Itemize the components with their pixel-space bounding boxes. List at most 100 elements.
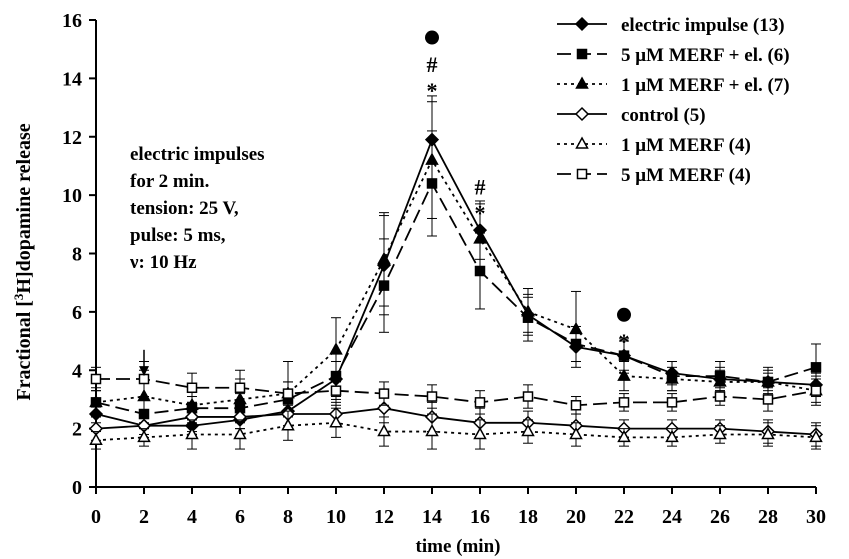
stimulus-arrow: [139, 349, 149, 377]
x-tick-label: 2: [139, 506, 149, 528]
y-tick-label: 10: [62, 185, 82, 207]
x-tick-label: 30: [806, 506, 826, 528]
data-point: [137, 429, 151, 443]
data-point: [576, 168, 588, 180]
series-line: [95, 407, 817, 436]
legend-label: 5 μM MERF (4): [621, 165, 751, 186]
x-tick-label: 14: [422, 506, 442, 528]
data-point: [426, 391, 438, 402]
y-tick-label: 0: [72, 477, 82, 499]
data-point: [618, 350, 630, 361]
significance-dot: [425, 30, 439, 45]
x-tick-label: 10: [326, 506, 346, 528]
x-tick-label: 6: [235, 506, 245, 528]
data-point: [425, 423, 439, 437]
data-point: [575, 136, 589, 149]
data-point: [233, 426, 247, 440]
legend-entry: control (5): [557, 105, 706, 126]
legend-label: control (5): [621, 105, 706, 126]
significance-symbol: *: [427, 78, 438, 103]
data-point: [574, 106, 590, 122]
data-point: [761, 374, 775, 387]
series-5: [90, 360, 822, 415]
data-point: [570, 400, 582, 411]
y-tick-label: 6: [72, 302, 82, 324]
data-point: [329, 342, 343, 355]
data-point: [810, 385, 822, 396]
data-point: [575, 76, 589, 89]
data-point: [89, 432, 103, 446]
annotation-line: ν: 10 Hz: [129, 252, 197, 273]
series-line: [96, 378, 817, 407]
x-tick-label: 0: [91, 506, 101, 528]
data-point: [569, 321, 583, 335]
legend-label: electric impulse (13): [621, 15, 785, 36]
data-point: [665, 429, 679, 443]
annotation-line: tension: 25 V,: [130, 198, 239, 219]
stimulus-annotation: electric impulses for 2 min. tension: 25…: [129, 144, 265, 377]
legend-entry: 1 μM MERF + el. (7): [557, 75, 790, 96]
data-point: [282, 388, 294, 399]
y-ticks: 0 2 4 6 8 10 12 14 16: [62, 10, 96, 499]
x-tick-label: 28: [758, 506, 778, 528]
x-tick-label: 20: [566, 506, 586, 528]
x-tick-label: 16: [470, 506, 490, 528]
significance-marks: #*#**: [425, 30, 631, 354]
data-point: [474, 397, 486, 408]
legend-label: 1 μM MERF (4): [621, 135, 751, 156]
legend: electric impulse (13) 5 μM MERF + el. (6)…: [557, 15, 790, 186]
data-point: [666, 397, 678, 408]
legend-label: 1 μM MERF + el. (7): [621, 75, 790, 96]
data-point: [521, 423, 535, 437]
data-point: [473, 426, 487, 440]
data-point: [810, 362, 822, 373]
x-tick-label: 26: [710, 506, 730, 528]
data-point: [522, 391, 534, 402]
x-tick-label: 8: [283, 506, 293, 528]
y-tick-label: 8: [72, 244, 82, 266]
y-tick-label: 12: [62, 127, 82, 149]
data-point: [617, 429, 631, 443]
data-point: [281, 418, 295, 431]
data-point: [521, 304, 535, 317]
data-point: [186, 382, 198, 394]
data-point: [574, 16, 590, 32]
data-point: [425, 152, 439, 165]
x-tick-label: 22: [614, 506, 634, 528]
significance-dot: [617, 307, 631, 322]
significance-symbol: *: [619, 329, 630, 354]
y-tick-label: 2: [72, 419, 82, 441]
x-ticks: 0 2 4 6 8 10 12 14 16 18 20 22 24 26 28 30: [91, 487, 826, 528]
significance-symbol: #: [427, 52, 438, 77]
data-point: [90, 373, 102, 385]
data-point: [809, 429, 823, 443]
annotation-line: electric impulses: [130, 144, 265, 165]
data-point: [762, 394, 774, 405]
x-tick-label: 12: [374, 506, 394, 528]
data-point: [378, 388, 390, 399]
data-point: [761, 426, 775, 440]
data-point: [330, 385, 342, 396]
data-point: [377, 251, 391, 265]
data-point: [569, 426, 583, 440]
data-point: [713, 426, 727, 440]
y-axis-label-sup: 3: [11, 293, 26, 300]
significance-symbol: *: [475, 201, 486, 226]
legend-entry: electric impulse (13): [557, 15, 785, 36]
data-point: [185, 426, 199, 440]
series-4: [89, 407, 823, 450]
x-tick-label: 24: [662, 506, 682, 528]
series-line: [95, 158, 817, 407]
x-tick-label: 18: [518, 506, 538, 528]
significance-symbol: #: [475, 174, 486, 199]
data-point: [576, 48, 588, 60]
y-axis-label-suffix: H]dopamine release: [13, 123, 35, 293]
legend-entry: 5 μM MERF (4): [557, 165, 751, 186]
x-tick-label: 4: [187, 506, 197, 528]
annotation-line: for 2 min.: [130, 171, 209, 192]
y-tick-label: 16: [62, 10, 82, 32]
y-tick-label: 4: [72, 360, 82, 382]
arrow-head: [139, 366, 149, 377]
legend-label: 5 μM MERF + el. (6): [621, 45, 790, 66]
series-layer: [88, 95, 824, 450]
